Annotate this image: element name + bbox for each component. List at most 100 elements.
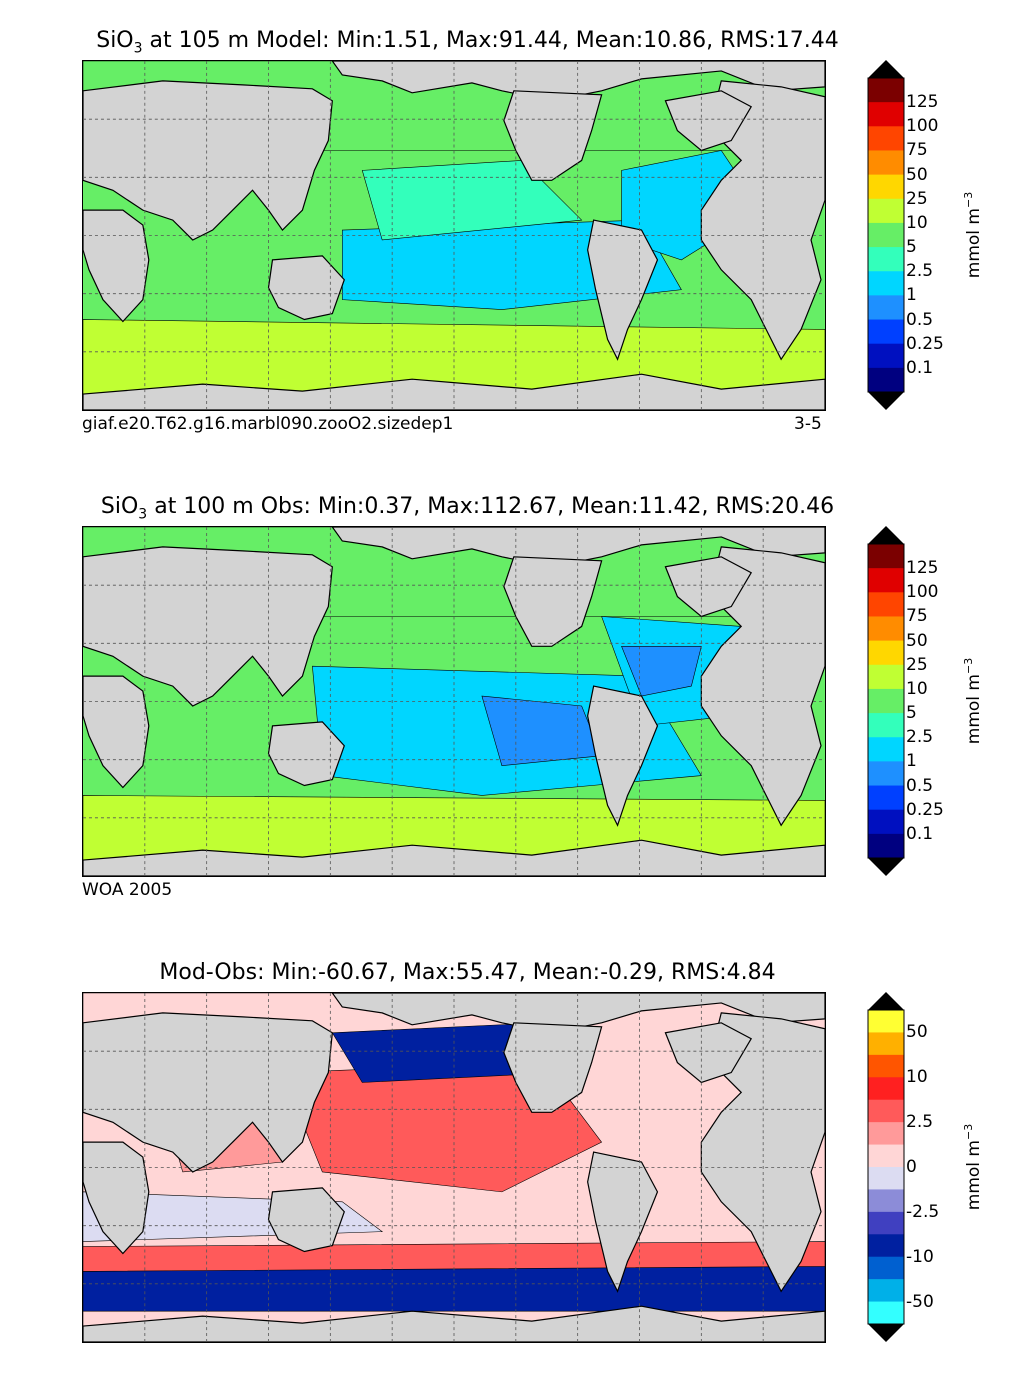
diff-title-rest: Mod-Obs: Min:-60.67, Max:55.47, Mean:-0.… bbox=[159, 960, 776, 985]
colorbar-tick-label: 125 bbox=[906, 92, 939, 113]
colorbar-tick-label: 2.5 bbox=[906, 727, 934, 748]
colorbar-segment-3 bbox=[868, 1077, 904, 1101]
colorbar-tick-label: 0.5 bbox=[906, 775, 934, 796]
model-colorbar bbox=[867, 60, 905, 410]
colorbar-segment-8 bbox=[868, 737, 904, 762]
colorbar-top-arrow bbox=[868, 60, 904, 78]
colorbar-tick-label: 100 bbox=[906, 116, 939, 137]
colorbar-frame bbox=[867, 543, 905, 859]
colorbar-tick-label: 50 bbox=[906, 1022, 928, 1043]
colorbar-tick-label: 100 bbox=[906, 582, 939, 603]
colorbar-segment-4 bbox=[868, 1099, 904, 1123]
colorbar-segment-8 bbox=[868, 271, 904, 296]
colorbar-tick-label: 0.1 bbox=[906, 823, 934, 844]
contour-band-3 bbox=[361, 160, 583, 241]
colorbar-segment-0 bbox=[868, 1010, 904, 1033]
obs-title-rest: at 100 m Obs: Min:0.37, Max:112.67, Mean… bbox=[147, 494, 835, 519]
colorbar-tick-label: 0.25 bbox=[906, 333, 944, 354]
colorbar-segment-12 bbox=[868, 1279, 904, 1303]
model-unit: mmol m bbox=[963, 208, 984, 279]
colorbar-segment-4 bbox=[868, 640, 904, 666]
landmass-6 bbox=[587, 685, 659, 827]
colorbar-tick-label: -50 bbox=[906, 1291, 934, 1312]
obs-colorbar bbox=[867, 526, 905, 876]
model-title-rest: at 105 m Model: Min:1.51, Max:91.44, Mea… bbox=[142, 28, 839, 53]
colorbar-tick-label: 10 bbox=[906, 678, 928, 699]
diff-panel: Mod-Obs: Min:-60.67, Max:55.47, Mean:-0.… bbox=[0, 932, 1015, 1392]
colorbar-tick-label: 75 bbox=[906, 606, 928, 627]
landmass-6 bbox=[587, 219, 659, 361]
colorbar-tick-label: 1 bbox=[906, 285, 917, 306]
colorbar-segment-7 bbox=[868, 713, 904, 738]
colorbar-segment-10 bbox=[868, 785, 904, 811]
obs-title: SiO3 at 100 m Obs: Min:0.37, Max:112.67,… bbox=[0, 494, 935, 522]
landmass-8 bbox=[664, 90, 753, 152]
diff-colorbar bbox=[867, 992, 905, 1342]
landmass-3 bbox=[700, 1012, 825, 1293]
colorbar-segment-0 bbox=[868, 544, 904, 569]
colorbar-segment-2 bbox=[868, 1054, 904, 1078]
landmass-4 bbox=[267, 255, 345, 321]
landmass-5 bbox=[503, 90, 603, 181]
diff-colorbar-svg bbox=[867, 992, 905, 1342]
colorbar-tick-label: 2.5 bbox=[906, 1112, 934, 1133]
obs-map-svg bbox=[83, 527, 825, 876]
landmass-8 bbox=[664, 556, 753, 618]
model-run-name: giaf.e20.T62.g16.marbl090.zooO2.sizedep1 bbox=[82, 414, 454, 434]
diff-unit-label: mmol m−3 bbox=[962, 1107, 984, 1227]
landmass-3 bbox=[700, 80, 825, 361]
colorbar-segment-7 bbox=[868, 1167, 904, 1190]
landmass-6 bbox=[587, 1151, 659, 1293]
model-map bbox=[82, 60, 826, 411]
colorbar-tick-label: 0.1 bbox=[906, 357, 934, 378]
obs-panel: SiO3 at 100 m Obs: Min:0.37, Max:112.67,… bbox=[0, 466, 1015, 926]
colorbar-segment-11 bbox=[868, 809, 904, 835]
model-years: 3-5 bbox=[794, 414, 822, 434]
landmass-4 bbox=[267, 721, 345, 787]
diff-unit-sup: −3 bbox=[962, 1123, 976, 1140]
colorbar-tick-label: 1 bbox=[906, 751, 917, 772]
colorbar-bottom-arrow bbox=[868, 1324, 904, 1342]
colorbar-segment-5 bbox=[868, 198, 904, 224]
colorbar-segment-10 bbox=[868, 319, 904, 345]
colorbar-segment-9 bbox=[868, 1211, 904, 1235]
colorbar-tick-label: 10 bbox=[906, 212, 928, 233]
model-colorbar-ticks: 125 100 75 50 25 10 5 2.5 1 0.5 0.25 0.1 bbox=[906, 60, 986, 410]
colorbar-tick-label: 75 bbox=[906, 140, 928, 161]
colorbar-tick-label: 5 bbox=[906, 703, 917, 724]
model-title-var: SiO bbox=[96, 28, 134, 53]
colorbar-segment-5 bbox=[868, 664, 904, 690]
colorbar-tick-label: 10 bbox=[906, 1067, 928, 1088]
diff-map-svg bbox=[83, 993, 825, 1342]
obs-unit-sup: −3 bbox=[962, 657, 976, 674]
diff-map bbox=[82, 992, 826, 1343]
colorbar-segment-13 bbox=[868, 1301, 904, 1325]
colorbar-segment-6 bbox=[868, 222, 904, 248]
colorbar-tick-label: 50 bbox=[906, 630, 928, 651]
colorbar-tick-label: 125 bbox=[906, 558, 939, 579]
colorbar-frame bbox=[867, 77, 905, 393]
colorbar-segment-4 bbox=[868, 174, 904, 200]
colorbar-segment-8 bbox=[868, 1189, 904, 1213]
colorbar-segment-1 bbox=[868, 568, 904, 593]
obs-title-sub: 3 bbox=[138, 506, 148, 523]
colorbar-bottom-arrow bbox=[868, 392, 904, 410]
colorbar-tick-label: 0.5 bbox=[906, 309, 934, 330]
colorbar-top-arrow bbox=[868, 526, 904, 544]
colorbar-segment-3 bbox=[868, 150, 904, 176]
model-unit-sup: −3 bbox=[962, 191, 976, 208]
colorbar-segment-12 bbox=[868, 833, 904, 859]
colorbar-segment-6 bbox=[868, 688, 904, 714]
colorbar-segment-5 bbox=[868, 1122, 904, 1146]
colorbar-tick-label: -10 bbox=[906, 1246, 934, 1267]
obs-source: WOA 2005 bbox=[82, 880, 173, 900]
colorbar-segment-9 bbox=[868, 295, 904, 321]
landmass-5 bbox=[503, 556, 603, 647]
colorbar-segment-1 bbox=[868, 1032, 904, 1056]
colorbar-tick-label: -2.5 bbox=[906, 1201, 940, 1222]
model-title-sub: 3 bbox=[133, 40, 143, 57]
obs-colorbar-ticks: 125 100 75 50 25 10 5 2.5 1 0.5 0.25 0.1 bbox=[906, 526, 986, 876]
colorbar-segment-2 bbox=[868, 126, 904, 151]
colorbar-segment-9 bbox=[868, 761, 904, 787]
model-unit-label: mmol m−3 bbox=[962, 175, 984, 295]
